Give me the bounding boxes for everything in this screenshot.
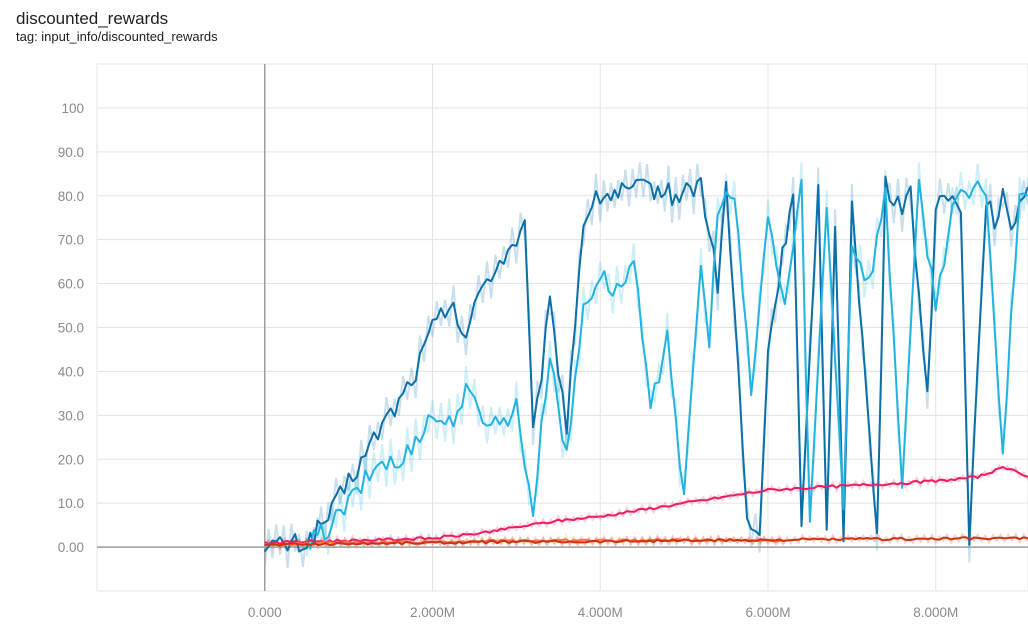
x-tick-label: 0.000 xyxy=(248,605,282,620)
series-raw-band xyxy=(263,162,1028,570)
x-tick-label: 2.000M xyxy=(410,605,455,620)
y-tick-label: 90.0 xyxy=(58,145,84,160)
chart-header: discounted_rewards tag: input_info/disco… xyxy=(16,8,218,45)
chart-title: discounted_rewards xyxy=(16,9,169,28)
x-tick-labels: 0.000 2.000M 4.000M 6.000M 8.000M xyxy=(248,605,958,620)
series-raw-band xyxy=(305,162,1028,557)
y-tick-label: 30.0 xyxy=(58,408,84,423)
y-tick-label: 0.00 xyxy=(58,540,84,555)
y-tick-label: 70.0 xyxy=(58,233,84,248)
series-lines xyxy=(263,175,1028,553)
series-line[interactable] xyxy=(263,175,1028,553)
series-line[interactable] xyxy=(264,536,1028,547)
chart-tag: tag: input_info/discounted_rewards xyxy=(16,29,218,44)
grid-lines xyxy=(97,64,1028,591)
y-tick-labels: 0.00 10.0 20.0 30.0 40.0 50.0 60.0 70.0 80.0 90.0… xyxy=(58,101,84,555)
y-tick-label: 50.0 xyxy=(58,321,84,336)
y-tick-label: 100 xyxy=(61,101,84,116)
y-tick-label: 60.0 xyxy=(58,277,84,292)
axes xyxy=(97,64,1028,591)
x-tick-label: 4.000M xyxy=(578,605,623,620)
series-line[interactable] xyxy=(305,178,1028,550)
y-tick-label: 80.0 xyxy=(58,189,84,204)
x-tick-label: 6.000M xyxy=(745,605,790,620)
series-line[interactable] xyxy=(264,466,1028,545)
y-tick-label: 20.0 xyxy=(58,452,84,467)
x-tick-label: 8.000M xyxy=(913,605,958,620)
y-tick-label: 40.0 xyxy=(58,364,84,379)
y-tick-label: 10.0 xyxy=(58,496,84,511)
